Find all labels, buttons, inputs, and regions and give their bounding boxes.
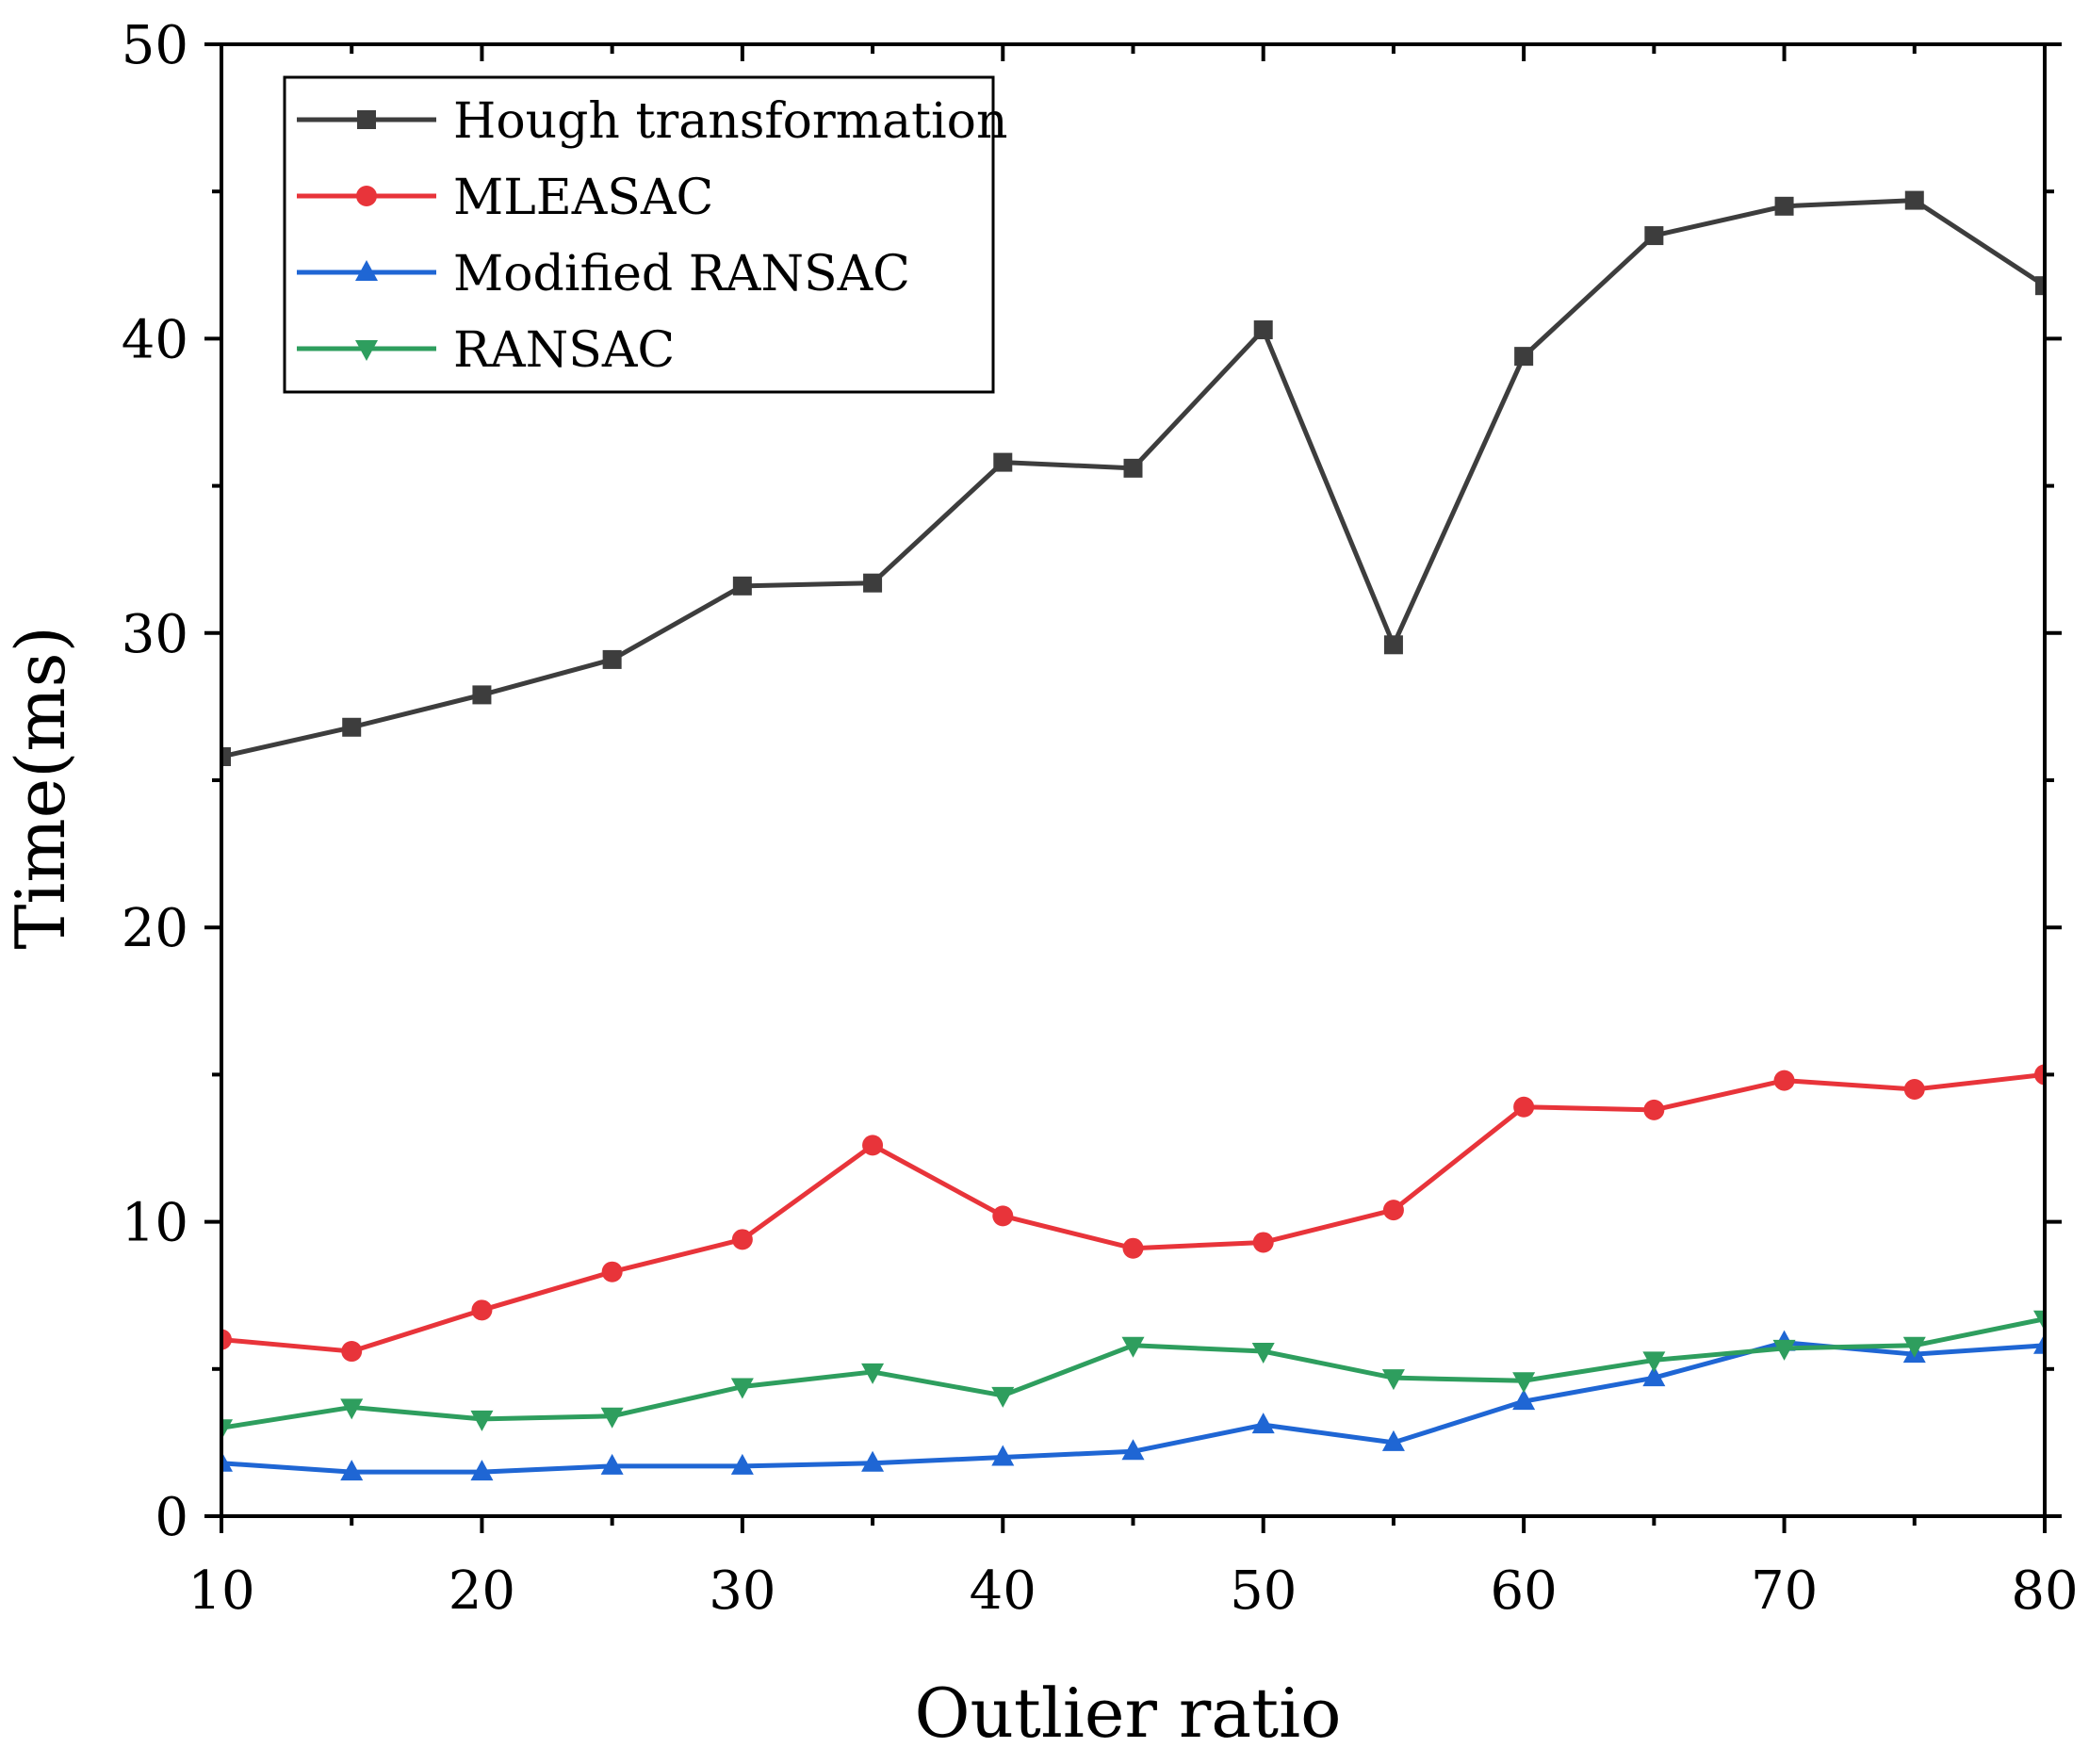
data-point [731,1229,753,1250]
data-point [601,1261,623,1282]
data-point [1252,1232,1274,1253]
data-point [861,1450,885,1472]
y-axis-title: Time(ms) [1,626,80,949]
data-point [221,1450,233,1472]
data-point [1253,320,1273,340]
x-axis-title: Outlier ratio [915,1674,1342,1753]
data-point [602,649,622,669]
data-point [1772,1339,1796,1361]
series-3 [221,1310,2045,1441]
data-point [472,685,492,705]
data-point [862,1135,884,1156]
data-point [1904,190,1924,210]
y-tick-label: 20 [122,898,188,959]
data-point [1381,1429,1405,1451]
legend-item: Modified RANSAC [297,246,910,302]
data-point [342,717,362,737]
data-point [1903,1079,1925,1101]
x-tick-label: 50 [1230,1560,1297,1622]
legend-label: RANSAC [453,322,675,379]
y-tick-label: 50 [122,15,188,76]
data-point [2033,1310,2045,1331]
data-point [221,747,231,767]
data-point [2033,1332,2045,1354]
data-point [471,1299,493,1321]
legend-swatch-marker [356,186,377,206]
data-point [991,1386,1015,1408]
data-point [991,1445,1015,1466]
data-point [341,1341,363,1363]
data-point [470,1460,494,1481]
x-tick-label: 20 [449,1560,515,1622]
data-point [863,573,883,593]
data-point [1902,1336,1926,1358]
data-point [600,1407,624,1429]
y-tick-label: 30 [122,604,188,665]
data-point [221,1419,233,1441]
legend-swatch-marker [355,260,378,281]
x-tick-label: 30 [709,1560,775,1622]
legend-swatch-marker [355,340,378,361]
x-tick-label: 70 [1751,1560,1818,1622]
data-point [1251,1413,1275,1434]
data-point [1643,1099,1665,1120]
data-point [1512,1372,1536,1394]
data-point [470,1410,494,1431]
series-layer [221,190,2045,1481]
y-tick-label: 40 [122,309,188,370]
data-point [1642,1365,1666,1387]
data-point [1642,1351,1666,1373]
data-point [1122,1237,1144,1259]
data-point [1251,1343,1275,1364]
data-point [861,1363,885,1384]
y-tick-label: 10 [122,1193,188,1254]
x-tick-label: 60 [1491,1560,1558,1622]
legend-swatch-marker [357,110,376,129]
legend-label: MLEASAC [453,170,713,226]
series-1 [221,1064,2045,1363]
data-point [2035,276,2045,296]
data-point [1382,1200,1404,1221]
y-tick-label: 0 [155,1487,188,1548]
legend-label: Hough transformation [453,93,1007,150]
data-point [732,576,752,596]
legend-item: RANSAC [297,322,675,379]
data-point [1381,1369,1405,1391]
data-point [600,1453,624,1475]
data-point [1644,226,1664,246]
x-tick-label: 10 [188,1560,254,1622]
data-point [340,1460,364,1481]
data-point [730,1453,754,1475]
data-point [1774,196,1794,216]
data-point [1383,635,1403,655]
data-point [1121,1336,1145,1358]
data-point [992,1205,1014,1227]
data-point [1123,458,1143,478]
data-point [221,1329,232,1350]
legend-item: Hough transformation [297,93,1007,150]
data-point [1514,347,1534,367]
series-0 [221,190,2045,767]
data-point [1512,1389,1536,1411]
legend-box [283,75,995,394]
data-point [1513,1096,1535,1118]
data-point [2034,1064,2045,1086]
x-tick-label: 40 [970,1560,1036,1622]
data-point [993,452,1013,472]
data-point [730,1378,754,1399]
legend-label: Modified RANSAC [453,246,910,302]
legend-item: MLEASAC [297,170,713,226]
x-tick-label: 80 [2011,1560,2078,1622]
legend: Hough transformation MLEASAC Modified RANS… [283,75,1007,394]
data-point [1121,1439,1145,1461]
data-point [1773,1070,1795,1091]
data-point [340,1398,364,1420]
